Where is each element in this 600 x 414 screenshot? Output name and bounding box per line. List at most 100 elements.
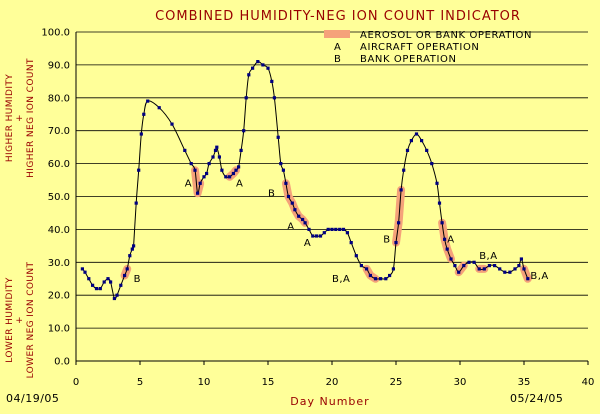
data-point: [239, 148, 243, 152]
data-point: [272, 96, 276, 100]
chart-title: COMBINED HUMIDITY-NEG ION COUNT INDICATO…: [155, 9, 521, 24]
x-tick-labels: 0 5 10 15 20 25 30 35 40: [73, 361, 595, 388]
data-point: [330, 227, 334, 231]
annotation-label: A: [287, 221, 294, 232]
data-point: [224, 175, 228, 179]
data-point: [284, 181, 288, 185]
data-point: [106, 277, 110, 281]
data-point: [80, 267, 84, 271]
data-point: [513, 267, 517, 271]
data-point: [256, 60, 260, 64]
data-point: [440, 221, 444, 225]
annotation-label: A: [185, 179, 192, 190]
data-point: [130, 247, 134, 251]
data-point: [409, 139, 413, 143]
data-point: [373, 277, 378, 281]
data-point: [349, 241, 353, 245]
data-point: [334, 227, 338, 231]
data-point: [405, 148, 410, 152]
x-tick-label: 20: [326, 377, 339, 388]
data-point: [467, 260, 471, 264]
legend-text-aircraft: aircraft operation: [360, 42, 480, 53]
y-tick-label: 100.0: [41, 28, 70, 39]
data-point: [251, 66, 255, 70]
data-point: [211, 155, 215, 159]
data-point: [354, 254, 358, 258]
x-tick-label: 15: [262, 377, 275, 388]
x-tick-label: 40: [582, 377, 595, 388]
data-point: [293, 208, 297, 212]
data-point: [125, 267, 129, 271]
data-point: [326, 227, 330, 231]
data-point: [146, 99, 150, 103]
data-point: [482, 267, 486, 271]
annotation-label: B: [268, 189, 275, 200]
y-tick-label: 20.0: [48, 291, 70, 302]
data-point: [519, 257, 523, 261]
data-point: [517, 264, 521, 268]
data-point: [94, 287, 99, 291]
data-point: [493, 264, 497, 268]
data-point: [157, 106, 161, 110]
data-point: [276, 135, 280, 139]
annotation-label: A: [447, 235, 454, 246]
data-point: [123, 273, 127, 278]
ylabel-top-line2: HIGHER NEG ION COUNT: [26, 58, 36, 178]
data-point: [472, 260, 476, 264]
data-point: [247, 73, 251, 77]
data-point: [134, 201, 138, 205]
data-point: [270, 79, 274, 83]
ylabel-top-plus: +: [15, 114, 25, 122]
annotation-label: A: [236, 179, 243, 190]
data-point: [290, 201, 294, 205]
ylabel-bottom-line1: LOWER HUMIDITY: [5, 277, 15, 363]
data-point: [435, 181, 439, 185]
data-point: [425, 148, 429, 152]
data-point: [137, 168, 141, 172]
data-point: [286, 194, 291, 199]
y-tick-label: 60.0: [48, 159, 70, 170]
legend: Aerosol or bank operation A aircraft ope…: [324, 30, 532, 65]
y-tick-label: 80.0: [48, 93, 70, 104]
data-point: [399, 188, 403, 192]
data-point: [394, 241, 398, 245]
legend-marker-b: B: [334, 54, 341, 65]
data-point: [128, 254, 132, 258]
data-points: [80, 60, 530, 301]
y-tick-label: 40.0: [48, 225, 70, 236]
data-point: [508, 270, 512, 274]
x-tick-label: 25: [390, 377, 403, 388]
data-point: [430, 162, 434, 166]
data-point: [487, 264, 491, 268]
annotation-label: B,A: [332, 274, 350, 285]
data-point: [91, 283, 95, 287]
data-point: [445, 247, 449, 251]
data-point: [217, 155, 221, 159]
legend-marker-a: A: [334, 42, 341, 53]
legend-highlight-swatch: [324, 30, 350, 38]
data-point: [457, 270, 461, 274]
data-point: [220, 168, 224, 172]
y-tick-label: 90.0: [48, 60, 70, 71]
data-point: [189, 162, 193, 166]
data-point: [228, 175, 232, 179]
data-point: [338, 227, 342, 231]
data-point: [477, 267, 481, 271]
annotation-label: B,A: [530, 271, 548, 282]
data-point: [102, 280, 106, 284]
y-tick-label: 0.0: [54, 357, 70, 368]
y-tick-label: 10.0: [48, 324, 70, 335]
data-point: [234, 168, 238, 172]
data-point: [359, 264, 363, 268]
y-tick-label: 70.0: [48, 126, 70, 137]
data-point: [196, 191, 200, 195]
x-tick-label: 10: [198, 377, 211, 388]
x-axis-label: Day Number: [290, 395, 369, 408]
data-point: [311, 234, 315, 238]
data-point: [132, 244, 136, 248]
data-point: [384, 277, 388, 281]
legend-text-bank: bank operation: [360, 54, 457, 65]
data-point: [315, 234, 319, 238]
